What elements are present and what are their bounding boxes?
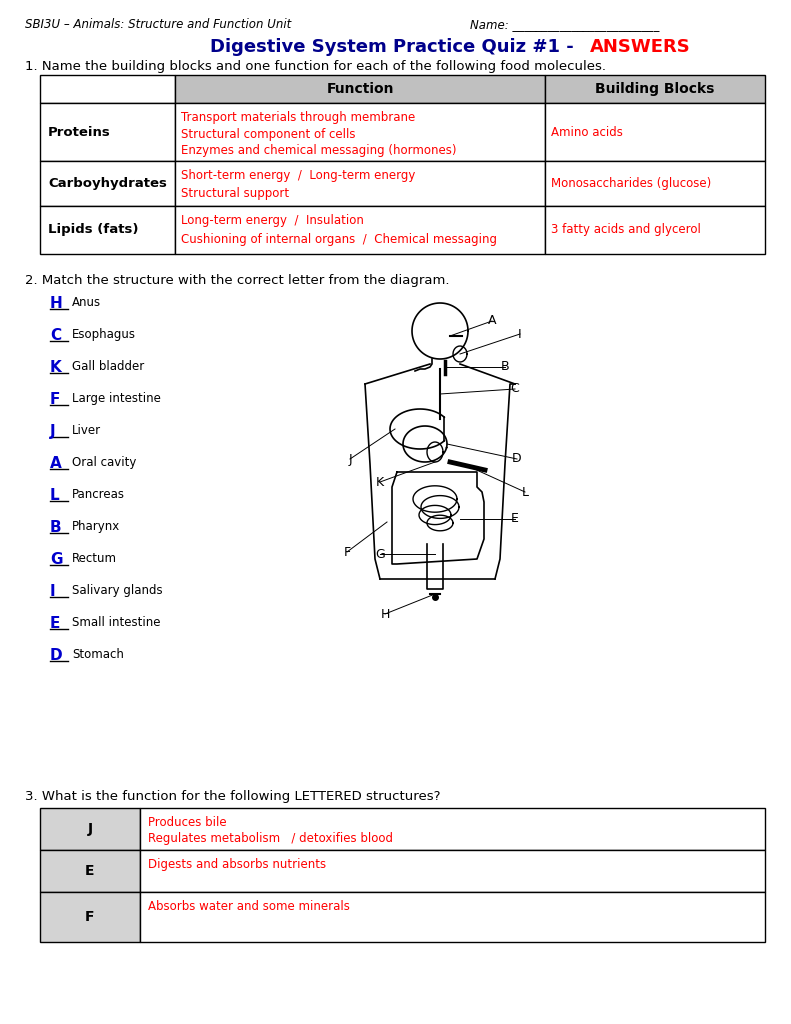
Text: D: D [50,648,62,663]
Text: Cushioning of internal organs  /  Chemical messaging: Cushioning of internal organs / Chemical… [181,233,497,246]
Text: H: H [50,296,62,311]
Text: Produces bile: Produces bile [148,816,227,829]
Text: K: K [376,475,384,488]
Text: B: B [501,360,509,374]
Text: Gall bladder: Gall bladder [72,360,144,373]
Text: Enzymes and chemical messaging (hormones): Enzymes and chemical messaging (hormones… [181,144,456,157]
Bar [545,75,765,103]
Text: Absorbs water and some minerals: Absorbs water and some minerals [148,900,350,913]
Text: L: L [50,488,59,503]
Text: Short-term energy  /  Long-term energy: Short-term energy / Long-term energy [181,169,415,182]
Bar [175,161,545,206]
Bar [40,850,140,892]
Text: 3. What is the function for the following LETTERED structures?: 3. What is the function for the followin… [25,790,441,803]
Text: I: I [50,584,55,599]
Bar [140,850,765,892]
Bar [40,808,140,850]
Text: Anus: Anus [72,296,101,309]
Text: Rectum: Rectum [72,552,117,565]
Text: Lipids (fats): Lipids (fats) [48,223,138,237]
Text: Pancreas: Pancreas [72,488,125,501]
Text: Monosaccharides (glucose): Monosaccharides (glucose) [551,177,711,190]
Text: Small intestine: Small intestine [72,616,161,629]
Text: Stomach: Stomach [72,648,124,662]
Text: J: J [88,822,93,836]
Text: Structural support: Structural support [181,187,290,200]
Bar [545,103,765,161]
Text: Salivary glands: Salivary glands [72,584,163,597]
Text: E: E [50,616,60,631]
Text: G: G [50,552,62,567]
Bar [40,103,175,161]
Text: E: E [85,864,95,878]
Bar [175,206,545,254]
Text: A: A [488,314,496,328]
Bar [40,206,175,254]
Bar [40,161,175,206]
Text: Structural component of cells: Structural component of cells [181,128,355,140]
Text: E: E [511,512,519,525]
Text: J: J [348,453,352,466]
Text: 3 fatty acids and glycerol: 3 fatty acids and glycerol [551,223,701,237]
Text: Proteins: Proteins [48,126,111,138]
Text: Building Blocks: Building Blocks [596,82,715,96]
Text: 2. Match the structure with the correct letter from the diagram.: 2. Match the structure with the correct … [25,274,449,287]
Text: Name: _________________________: Name: _________________________ [470,18,660,31]
Text: Esophagus: Esophagus [72,328,136,341]
Text: 1. Name the building blocks and one function for each of the following food mole: 1. Name the building blocks and one func… [25,60,606,73]
Bar [140,892,765,942]
Text: C: C [50,328,61,343]
Text: Amino acids: Amino acids [551,126,623,138]
Text: I: I [518,328,522,341]
Text: A: A [50,456,62,471]
Text: F: F [85,910,95,924]
Text: G: G [375,548,385,560]
Bar [40,892,140,942]
Text: D: D [513,453,522,466]
Text: Carboyhydrates: Carboyhydrates [48,177,167,190]
Text: Liver: Liver [72,424,101,437]
Text: K: K [50,360,62,375]
Text: L: L [521,485,528,499]
Text: Regulates metabolism   / detoxifies blood: Regulates metabolism / detoxifies blood [148,831,393,845]
Text: C: C [511,383,520,395]
Text: F: F [50,392,60,407]
Text: Digests and absorbs nutrients: Digests and absorbs nutrients [148,858,326,871]
Bar [140,808,765,850]
Bar [175,75,545,103]
Text: Digestive System Practice Quiz #1 -: Digestive System Practice Quiz #1 - [210,38,580,56]
Bar [175,103,545,161]
Bar [545,206,765,254]
Text: SBI3U – Animals: Structure and Function Unit: SBI3U – Animals: Structure and Function … [25,18,291,31]
Text: ANSWERS: ANSWERS [590,38,691,56]
Text: J: J [50,424,55,439]
Bar [40,75,175,103]
Text: B: B [50,520,62,535]
Text: Large intestine: Large intestine [72,392,161,406]
Text: Pharynx: Pharynx [72,520,120,534]
Text: F: F [343,546,350,558]
Text: Oral cavity: Oral cavity [72,456,136,469]
Text: H: H [380,607,390,621]
Text: Long-term energy  /  Insulation: Long-term energy / Insulation [181,214,364,227]
Text: Function: Function [326,82,394,96]
Text: Transport materials through membrane: Transport materials through membrane [181,111,415,124]
Bar [545,161,765,206]
